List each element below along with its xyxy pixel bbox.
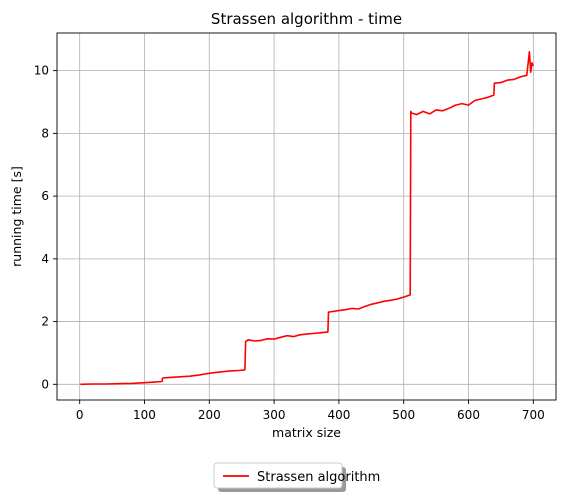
axes-frame — [56, 32, 557, 401]
y-tick-label: 0 — [41, 377, 49, 391]
plot-area — [80, 50, 535, 386]
y-tick-label: 4 — [41, 252, 49, 266]
x-tick-label: 600 — [457, 408, 480, 422]
y-tick-label: 2 — [41, 315, 49, 329]
grid — [57, 33, 556, 400]
x-tick-label: 0 — [76, 408, 84, 422]
x-tick-label: 300 — [263, 408, 286, 422]
x-tick-label: 100 — [133, 408, 156, 422]
legend: Strassen algorithm — [213, 462, 380, 492]
series-line-strassen — [80, 50, 535, 386]
y-tick-label: 10 — [34, 64, 49, 78]
legend-box — [213, 462, 343, 489]
x-tick-label: 200 — [198, 408, 221, 422]
y-axis-label: running time [s] — [9, 166, 24, 267]
y-tick-label: 6 — [41, 189, 49, 203]
axis-ticks: 0 100 200 300 400 500 600 700 0 2 4 6 8 10 — [34, 64, 545, 422]
x-tick-label: 400 — [327, 408, 350, 422]
chart-title: Strassen algorithm - time — [211, 10, 402, 28]
x-axis-label: matrix size — [272, 425, 341, 440]
x-tick-label: 500 — [392, 408, 415, 422]
legend-label: Strassen algorithm — [257, 470, 380, 485]
y-tick-label: 8 — [41, 126, 49, 140]
x-tick-label: 700 — [522, 408, 545, 422]
